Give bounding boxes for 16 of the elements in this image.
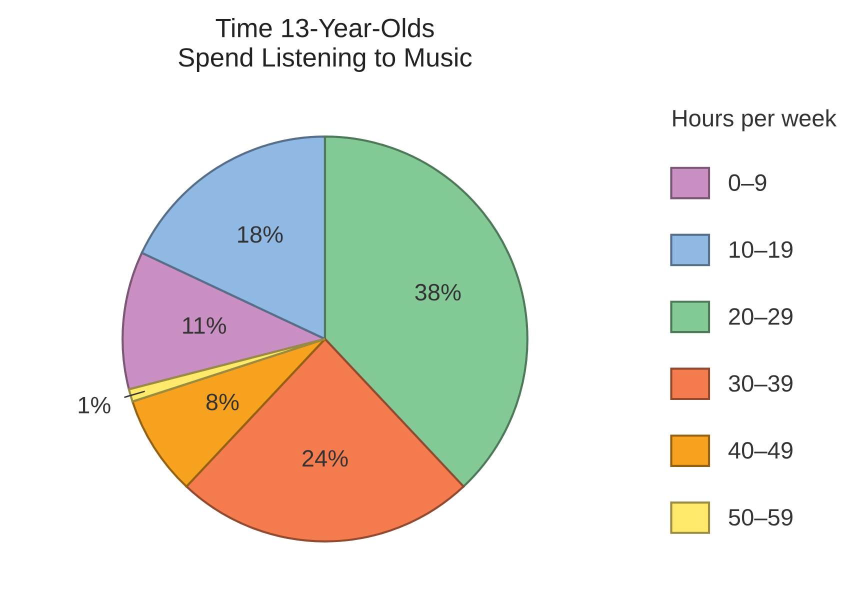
legend-label: 50–59 xyxy=(728,508,792,526)
data-label: 18% xyxy=(238,226,283,243)
chart-title: Time 13-Year-Olds Spend Listening to Music xyxy=(178,18,472,72)
data-label: 11% xyxy=(183,317,226,334)
legend-label: 30–39 xyxy=(728,375,792,392)
pie-slice xyxy=(140,136,326,340)
legend-label: 10–19 xyxy=(730,241,792,258)
legend-title: Hours per week xyxy=(673,109,837,132)
legend-label: 0–9 xyxy=(728,174,766,191)
data-label: 1% xyxy=(78,396,110,414)
legend-label: 20–29 xyxy=(729,308,792,325)
legend-label: 40–49 xyxy=(728,442,792,459)
data-label: 38% xyxy=(415,284,461,301)
pie-slice xyxy=(185,338,465,542)
data-label: 8% xyxy=(206,394,239,410)
data-label: 24% xyxy=(302,450,348,467)
